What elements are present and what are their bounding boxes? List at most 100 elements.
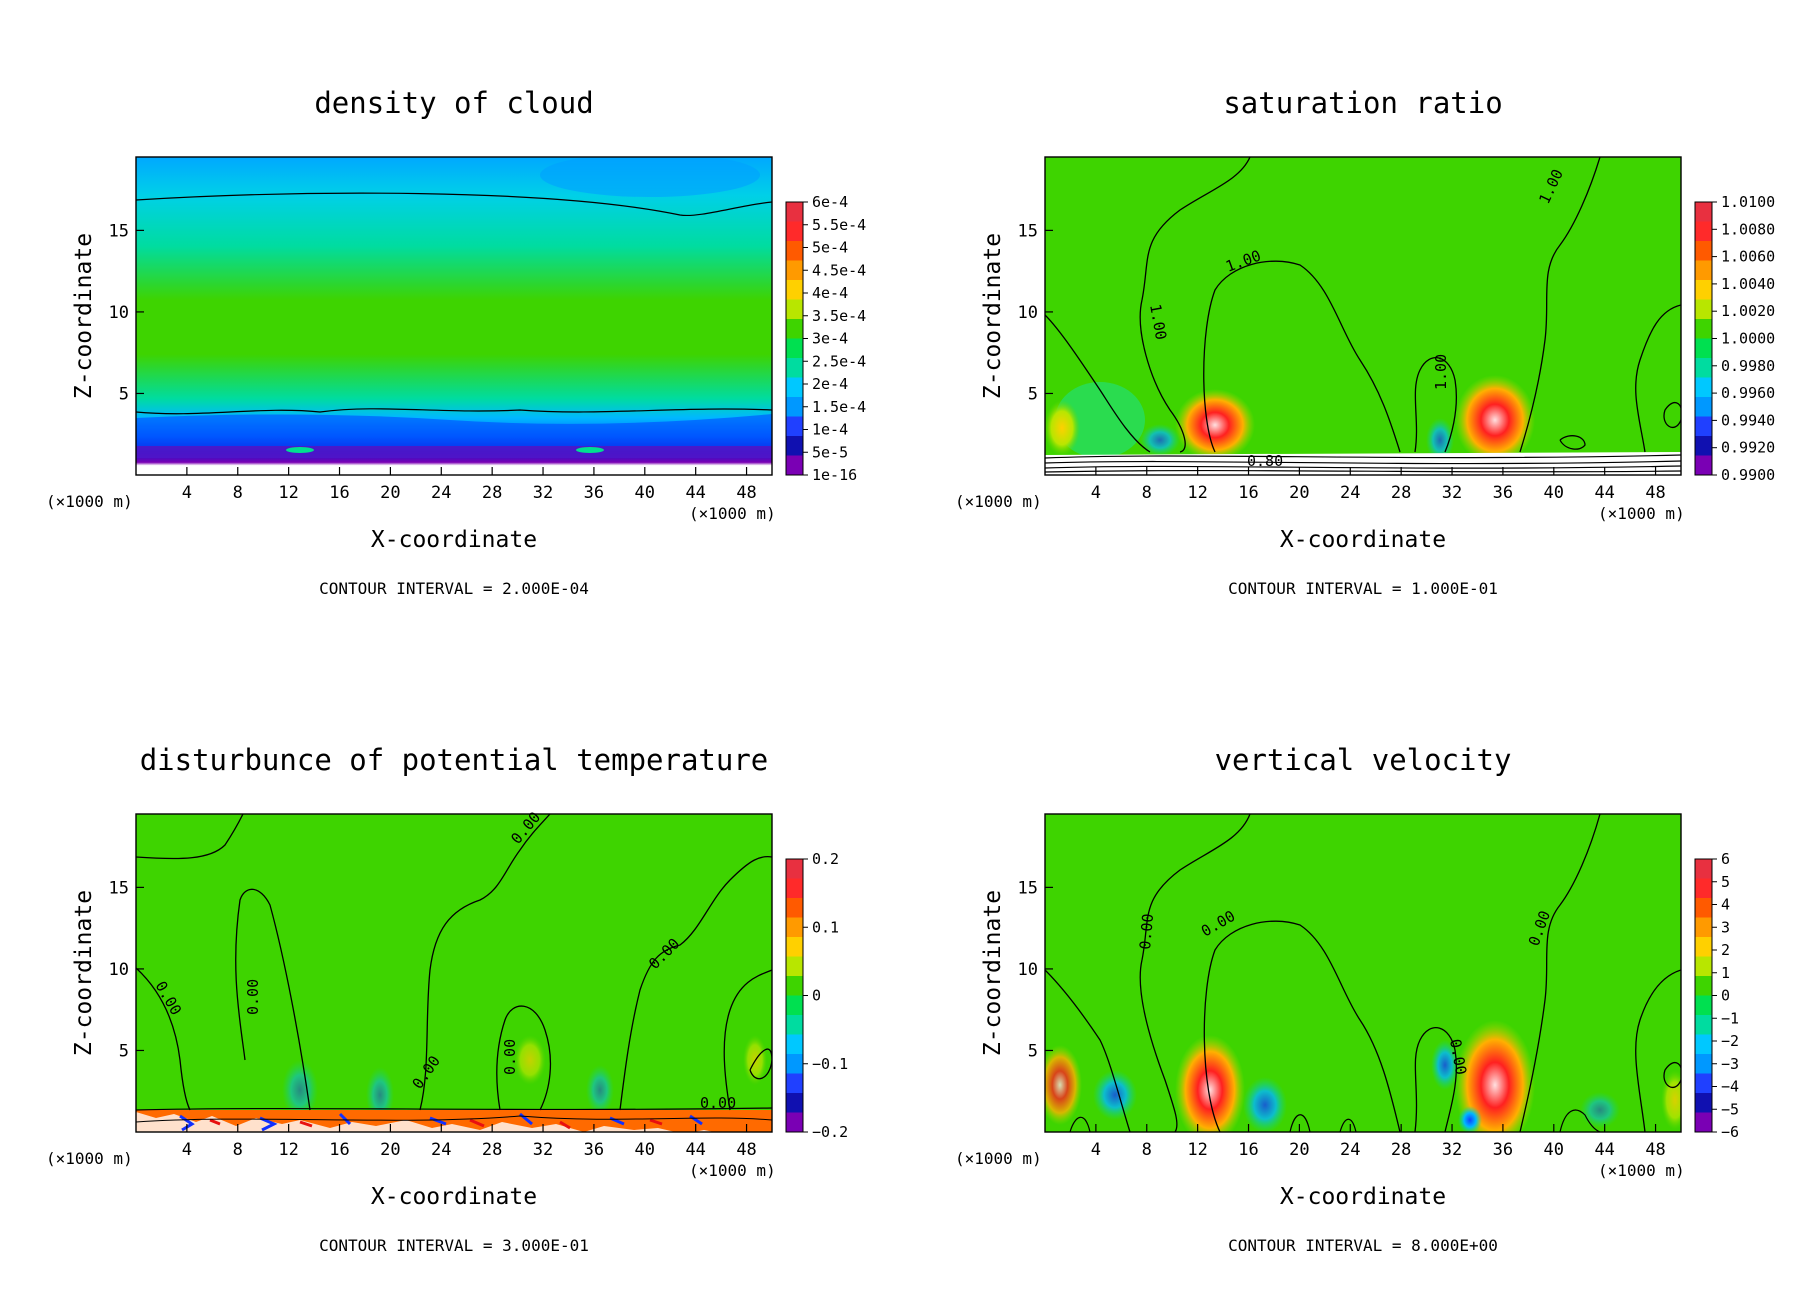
colorbar-swatch xyxy=(1695,241,1712,261)
x-tick-label: 12 xyxy=(278,483,298,503)
colorbar-label: 0.9960 xyxy=(1721,384,1775,402)
colorbar-label: 5.5e-4 xyxy=(812,216,866,234)
colorbar-label: 4e-4 xyxy=(812,284,848,302)
colorbar-label: 1 xyxy=(1721,964,1730,982)
colorbar-swatch xyxy=(1695,1112,1712,1133)
x-axis-ticks: 4 8 12 16 20 24 28 32 36 40 44 48 xyxy=(182,467,757,503)
y-tick-label: 10 xyxy=(109,303,129,323)
plot-frame xyxy=(135,813,773,1133)
x-tick-label: 16 xyxy=(1238,483,1258,503)
colorbar-swatch xyxy=(786,436,803,456)
colorbar-swatch xyxy=(786,280,803,300)
colorbar-swatch xyxy=(786,976,803,996)
panel-vertical-velocity: vertical velocity 0.00 0.00 0.00 0.00 xyxy=(955,743,1739,1255)
colorbar-swatch xyxy=(1695,319,1712,339)
heatmap-field xyxy=(1045,157,1681,475)
y-axis-ticks: 5 10 15 xyxy=(1018,221,1053,404)
contour-label: 0.00 xyxy=(1136,913,1157,951)
x-tick-label: 4 xyxy=(182,483,192,503)
colorbar-label: 0.9920 xyxy=(1721,439,1775,457)
x-axis-ticks: 4 8 12 16 20 24 28 32 36 40 44 48 xyxy=(1091,467,1666,503)
x-tick-label: 48 xyxy=(736,1140,756,1160)
contour-label: 0.00 xyxy=(244,979,262,1015)
colorbar-label: 0.2 xyxy=(812,850,839,868)
y-tick-label: 10 xyxy=(1018,960,1038,980)
x-tick-label: 20 xyxy=(1289,483,1309,503)
x-tick-label: 40 xyxy=(1544,1140,1564,1160)
x-tick-label: 4 xyxy=(182,1140,192,1160)
y-axis-title: Z-coordinate xyxy=(71,890,97,1056)
x-tick-label: 32 xyxy=(1442,483,1462,503)
x-tick-label: 8 xyxy=(233,483,243,503)
colorbar-swatch xyxy=(786,319,803,339)
colorbar-swatch xyxy=(786,416,803,437)
x-unit-left: (×1000 m) xyxy=(955,492,1042,511)
x-tick-label: 40 xyxy=(1544,483,1564,503)
x-axis-title: X-coordinate xyxy=(1280,1184,1446,1210)
y-tick-label: 10 xyxy=(109,960,129,980)
colorbar-swatch xyxy=(1695,416,1712,437)
x-axis-title: X-coordinate xyxy=(1280,527,1446,553)
x-unit-left: (×1000 m) xyxy=(955,1149,1042,1168)
x-tick-label: 24 xyxy=(431,1140,451,1160)
colorbar-swatch xyxy=(1695,956,1712,977)
colorbar-swatch xyxy=(1695,260,1712,281)
colorbar-swatch xyxy=(786,260,803,281)
contour-label: 0.00 xyxy=(1446,1038,1470,1077)
colorbar-label: −3 xyxy=(1721,1055,1739,1073)
x-tick-label: 12 xyxy=(1187,1140,1207,1160)
y-axis-title: Z-coordinate xyxy=(980,233,1006,399)
x-tick-label: 36 xyxy=(584,483,604,503)
colorbar-label: 3.5e-4 xyxy=(812,307,866,325)
x-tick-label: 48 xyxy=(1645,1140,1665,1160)
x-unit-right: (×1000 m) xyxy=(689,1161,776,1180)
colorbar-label: 6e-4 xyxy=(812,193,848,211)
y-axis-ticks: 5 10 15 xyxy=(109,878,144,1061)
x-tick-label: 32 xyxy=(533,1140,553,1160)
colorbar-swatch xyxy=(786,1034,803,1055)
colorbar-label: 0 xyxy=(812,987,821,1005)
y-axis-title: Z-coordinate xyxy=(71,233,97,399)
panel-title: vertical velocity xyxy=(1215,743,1512,777)
x-tick-label: 8 xyxy=(233,1140,243,1160)
colorbar-swatch xyxy=(1695,221,1712,242)
x-tick-label: 28 xyxy=(1391,1140,1411,1160)
panel-saturation-ratio: saturation ratio 1.00 1.00 1.00 1.00 0.8… xyxy=(955,86,1775,598)
colorbar-label: −5 xyxy=(1721,1100,1739,1118)
colorbar-swatch xyxy=(786,1073,803,1094)
colorbar-label: 5e-4 xyxy=(812,239,848,257)
contour-label: 0.00 xyxy=(700,1094,736,1112)
x-tick-label: 24 xyxy=(431,483,451,503)
x-tick-label: 28 xyxy=(482,483,502,503)
colorbar-label: 5 xyxy=(1721,873,1730,891)
colorbar-swatch xyxy=(1695,436,1712,456)
x-tick-label: 20 xyxy=(380,1140,400,1160)
colorbar-label: 1.0080 xyxy=(1721,220,1775,238)
colorbar-label: 1.0100 xyxy=(1721,193,1775,211)
heatmap-field xyxy=(1045,814,1681,1132)
colorbar-label: 1e-4 xyxy=(812,421,848,439)
colorbar-swatch xyxy=(1695,397,1712,417)
colorbar-swatch xyxy=(786,377,803,398)
colorbar-swatch xyxy=(1695,1054,1712,1074)
x-tick-label: 36 xyxy=(584,1140,604,1160)
colorbar-swatch xyxy=(786,917,803,938)
x-tick-label: 44 xyxy=(1594,1140,1614,1160)
x-tick-label: 44 xyxy=(1594,483,1614,503)
colorbar-swatch xyxy=(1695,358,1712,378)
contour-interval: CONTOUR INTERVAL = 8.000E+00 xyxy=(1228,1236,1498,1255)
y-tick-label: 15 xyxy=(109,221,129,241)
panel-title: disturbunce of potential temperature xyxy=(140,743,769,777)
colorbar-label: 0 xyxy=(1721,987,1730,1005)
colorbar-swatch xyxy=(1695,878,1712,899)
y-tick-label: 10 xyxy=(1018,303,1038,323)
x-tick-label: 12 xyxy=(1187,483,1207,503)
colorbar-label: 2.5e-4 xyxy=(812,352,866,370)
x-unit-left: (×1000 m) xyxy=(46,492,133,511)
x-tick-label: 16 xyxy=(329,483,349,503)
colorbar-swatch xyxy=(786,937,803,957)
x-tick-label: 36 xyxy=(1493,483,1513,503)
colorbar-swatch xyxy=(786,859,803,879)
colorbar-swatch xyxy=(1695,976,1712,996)
